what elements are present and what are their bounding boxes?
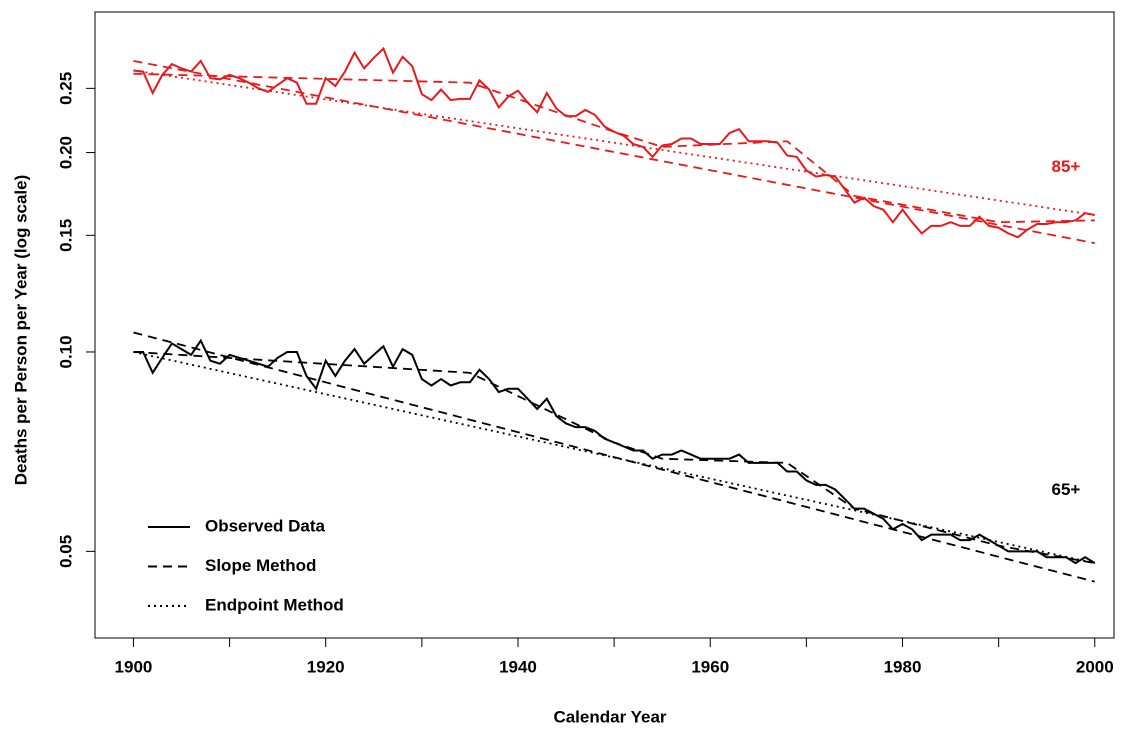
series-line <box>133 60 1095 244</box>
series-line <box>133 351 1095 564</box>
annotation: 85+ <box>1052 157 1081 176</box>
y-tick-label: 0.10 <box>56 335 75 368</box>
plot-frame <box>94 11 1115 639</box>
x-axis-title: Calendar Year <box>553 707 666 726</box>
series-line <box>133 351 1095 565</box>
y-tick-label: 0.20 <box>56 136 75 169</box>
x-tick-label: 1900 <box>115 657 153 676</box>
x-tick-label: 1960 <box>691 657 729 676</box>
y-axis-title: Deaths per Person per Year (log scale) <box>11 175 30 486</box>
x-tick-label: 1980 <box>884 657 922 676</box>
y-tick-label: 0.25 <box>56 72 75 105</box>
y-tick-label: 0.05 <box>56 535 75 568</box>
series-line <box>133 72 1095 224</box>
annotation: 65+ <box>1052 480 1081 499</box>
x-tick-label: 1940 <box>499 657 537 676</box>
legend-label: Slope Method <box>205 556 316 575</box>
x-tick-label: 2000 <box>1076 657 1114 676</box>
x-tick-label: 1920 <box>307 657 345 676</box>
legend-label: Endpoint Method <box>205 595 344 614</box>
legend-label: Observed Data <box>205 516 326 535</box>
series-line <box>133 69 1095 216</box>
y-tick-label: 0.15 <box>56 219 75 252</box>
